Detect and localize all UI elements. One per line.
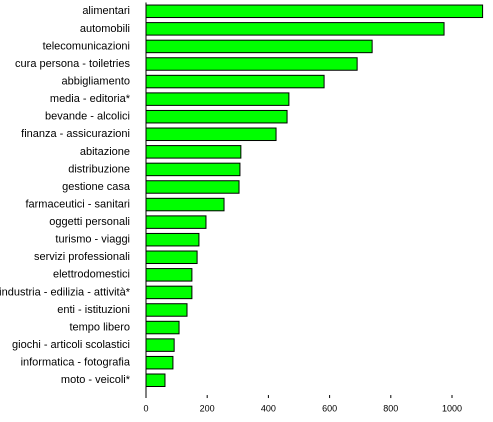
y-tick-label: turismo - viaggi	[55, 234, 130, 246]
bar	[145, 268, 193, 282]
bar	[145, 127, 277, 142]
bar	[145, 92, 290, 106]
bar	[145, 39, 373, 54]
y-tick-label: abbigliamento	[62, 75, 131, 87]
y-tick-label: tempo libero	[69, 321, 130, 333]
y-tick-label: gestione casa	[62, 181, 131, 193]
y-tick-label: telecomunicazioni	[43, 40, 130, 52]
x-tick-label: 800	[383, 403, 398, 413]
bar	[145, 197, 225, 212]
bar	[145, 338, 175, 352]
bar	[145, 355, 174, 370]
y-tick-label: oggetti personali	[49, 216, 130, 228]
y-tick-label: giochi - articoli scolastici	[12, 339, 130, 351]
x-tick-label: 600	[322, 403, 337, 413]
y-tick-label: finanza - assicurazioni	[21, 128, 130, 140]
x-tick-label: 0	[143, 403, 148, 413]
y-tick-label: abitazione	[80, 146, 130, 158]
bar	[145, 109, 288, 124]
y-tick-label: servizi professionali	[34, 251, 130, 263]
bar	[145, 4, 484, 19]
y-tick-label: elettrodomestici	[53, 269, 130, 281]
bar	[145, 215, 207, 229]
x-tick-label: 200	[200, 403, 215, 413]
x-tick-label: 400	[261, 403, 276, 413]
y-tick-label: moto - veicoli*	[61, 374, 131, 386]
bar	[145, 57, 358, 71]
y-tick-label: bevande - alcolici	[45, 111, 130, 123]
bar	[145, 162, 241, 177]
bar	[145, 74, 325, 89]
y-tick-label: enti - istituzioni	[57, 304, 130, 316]
bar	[145, 320, 180, 335]
y-tick-label: automobili	[80, 23, 130, 35]
y-tick-label: alimentari	[82, 5, 130, 17]
y-tick-label: cura persona - toiletries	[15, 58, 130, 70]
bar	[145, 232, 200, 247]
bar	[145, 180, 240, 194]
bar	[145, 373, 166, 388]
y-tick-label: informatica - fotografia	[21, 357, 131, 369]
y-tick-label: distribuzione	[68, 163, 130, 175]
bar	[145, 250, 198, 265]
bar	[145, 22, 445, 36]
x-tick-label: 1000	[442, 403, 462, 413]
bar	[145, 145, 242, 159]
y-tick-label: farmaceutici - sanitari	[25, 198, 130, 210]
bar	[145, 303, 188, 317]
y-tick-label: media - editoria*	[50, 93, 131, 105]
bar	[145, 285, 193, 300]
y-tick-label: industria - edilizia - attività*	[0, 286, 131, 298]
